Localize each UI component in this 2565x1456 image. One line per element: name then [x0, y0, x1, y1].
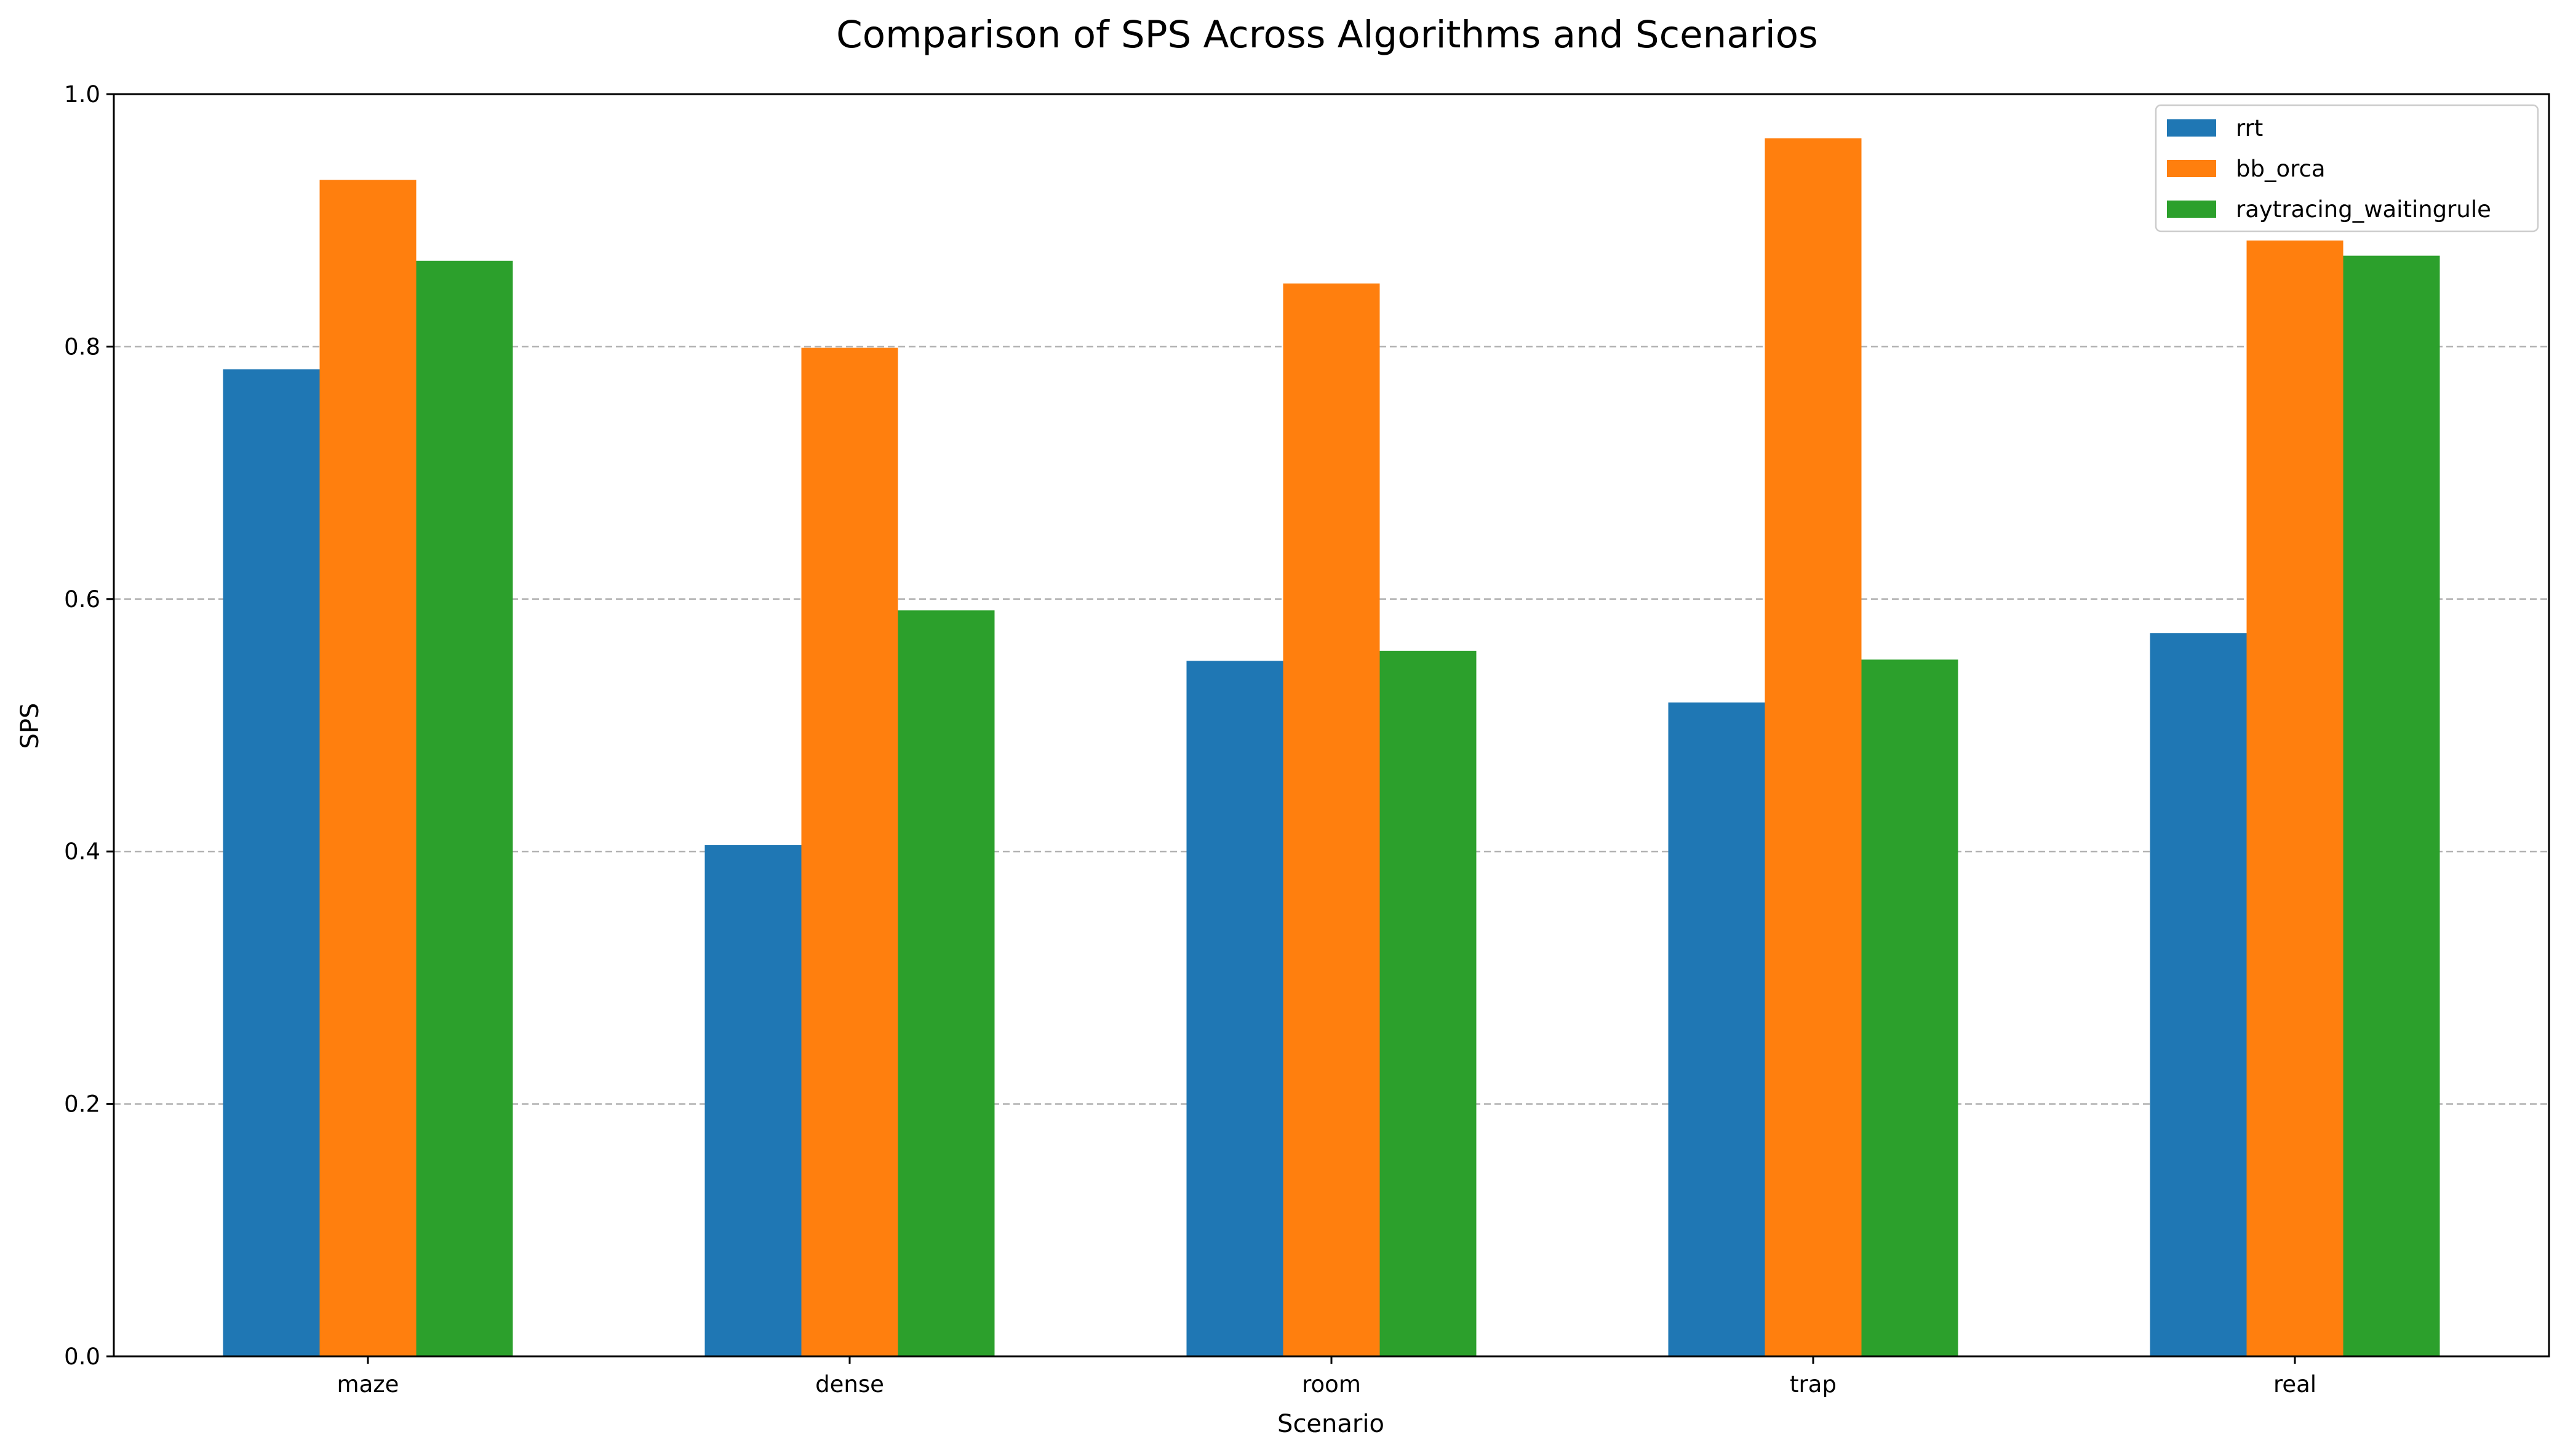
- x-tick-label: real: [2273, 1371, 2316, 1398]
- bar-raytracing_waitingrule-maze: [416, 260, 513, 1356]
- legend-swatch-raytracing_waitingrule: [2167, 201, 2216, 218]
- bar-raytracing_waitingrule-real: [2343, 255, 2440, 1356]
- x-axis-ticks: maze dense room trap real: [337, 1356, 2316, 1398]
- bar-rrt-room: [1186, 661, 1283, 1356]
- legend-label-raytracing_waitingrule: raytracing_waitingrule: [2236, 196, 2491, 223]
- legend-box: [2155, 104, 2539, 233]
- x-tick-label: maze: [337, 1371, 399, 1398]
- legend-label-rrt: rrt: [2236, 115, 2263, 141]
- x-tick-label: dense: [815, 1371, 884, 1398]
- x-axis-label: Scenario: [1277, 1410, 1384, 1438]
- bars: [223, 138, 2440, 1357]
- bar-bb_orca-maze: [319, 180, 417, 1356]
- bar-rrt-maze: [223, 369, 320, 1357]
- chart-title: Comparison of SPS Across Algorithms and …: [836, 13, 1818, 57]
- bar-raytracing_waitingrule-room: [1379, 650, 1477, 1356]
- y-tick-label: 0.0: [64, 1343, 100, 1370]
- bar-bb_orca-real: [2246, 241, 2344, 1357]
- legend-swatch-bb_orca: [2167, 160, 2216, 177]
- legend-label-bb_orca: bb_orca: [2236, 156, 2326, 182]
- bar-raytracing_waitingrule-dense: [898, 610, 995, 1356]
- legend-swatch-rrt: [2167, 119, 2216, 137]
- y-tick-label: 1.0: [64, 81, 100, 108]
- legend: rrt bb_orca raytracing_waitingrule: [2155, 104, 2539, 233]
- y-tick-label: 0.6: [64, 586, 100, 613]
- bar-bb_orca-room: [1283, 283, 1380, 1356]
- bar-raytracing_waitingrule-trap: [1861, 659, 1958, 1356]
- x-tick-label: trap: [1790, 1371, 1837, 1398]
- bar-rrt-dense: [704, 845, 802, 1356]
- y-tick-label: 0.2: [64, 1091, 100, 1118]
- y-axis-label: SPS: [16, 703, 44, 749]
- x-tick-label: room: [1302, 1371, 1361, 1398]
- bar-bb_orca-trap: [1765, 138, 1862, 1356]
- y-tick-label: 0.4: [64, 838, 100, 865]
- y-tick-label: 0.8: [64, 333, 100, 360]
- bar-rrt-trap: [1668, 702, 1765, 1356]
- bar-bb_orca-dense: [801, 348, 898, 1356]
- bar-rrt-real: [2150, 633, 2247, 1356]
- y-axis-ticks: 0.0 0.2 0.4 0.6 0.8 1.0: [64, 81, 114, 1370]
